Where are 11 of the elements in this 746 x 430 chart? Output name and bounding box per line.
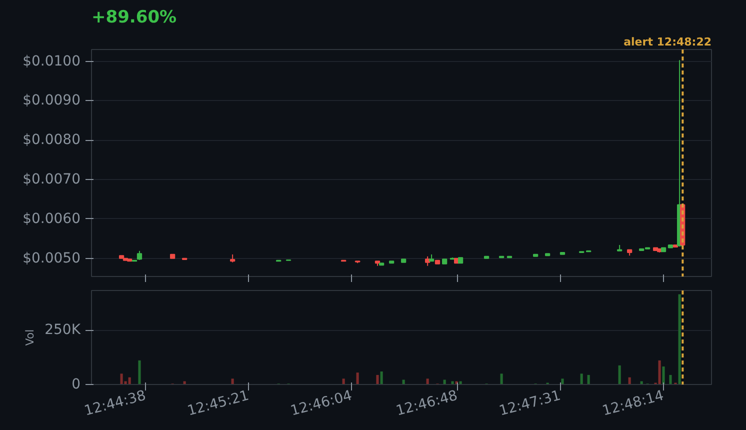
text: alert 12:48:22 [624, 36, 712, 48]
y-tick-label: 250K [44, 322, 82, 338]
y-tick-label: $0.0090 [22, 92, 81, 109]
y-tick-label: $0.0080 [22, 132, 81, 148]
chart-title: +89.60% [92, 8, 177, 28]
y-tick-label: $0.0050 [22, 250, 81, 266]
y-tick-label: $0.0070 [22, 172, 81, 188]
y-tick-label: 0 [72, 376, 81, 392]
y-axis-title: Vol [24, 329, 37, 346]
y-tick-label: $0.0060 [22, 210, 81, 227]
y-tick-label: $0.0100 [22, 53, 81, 70]
